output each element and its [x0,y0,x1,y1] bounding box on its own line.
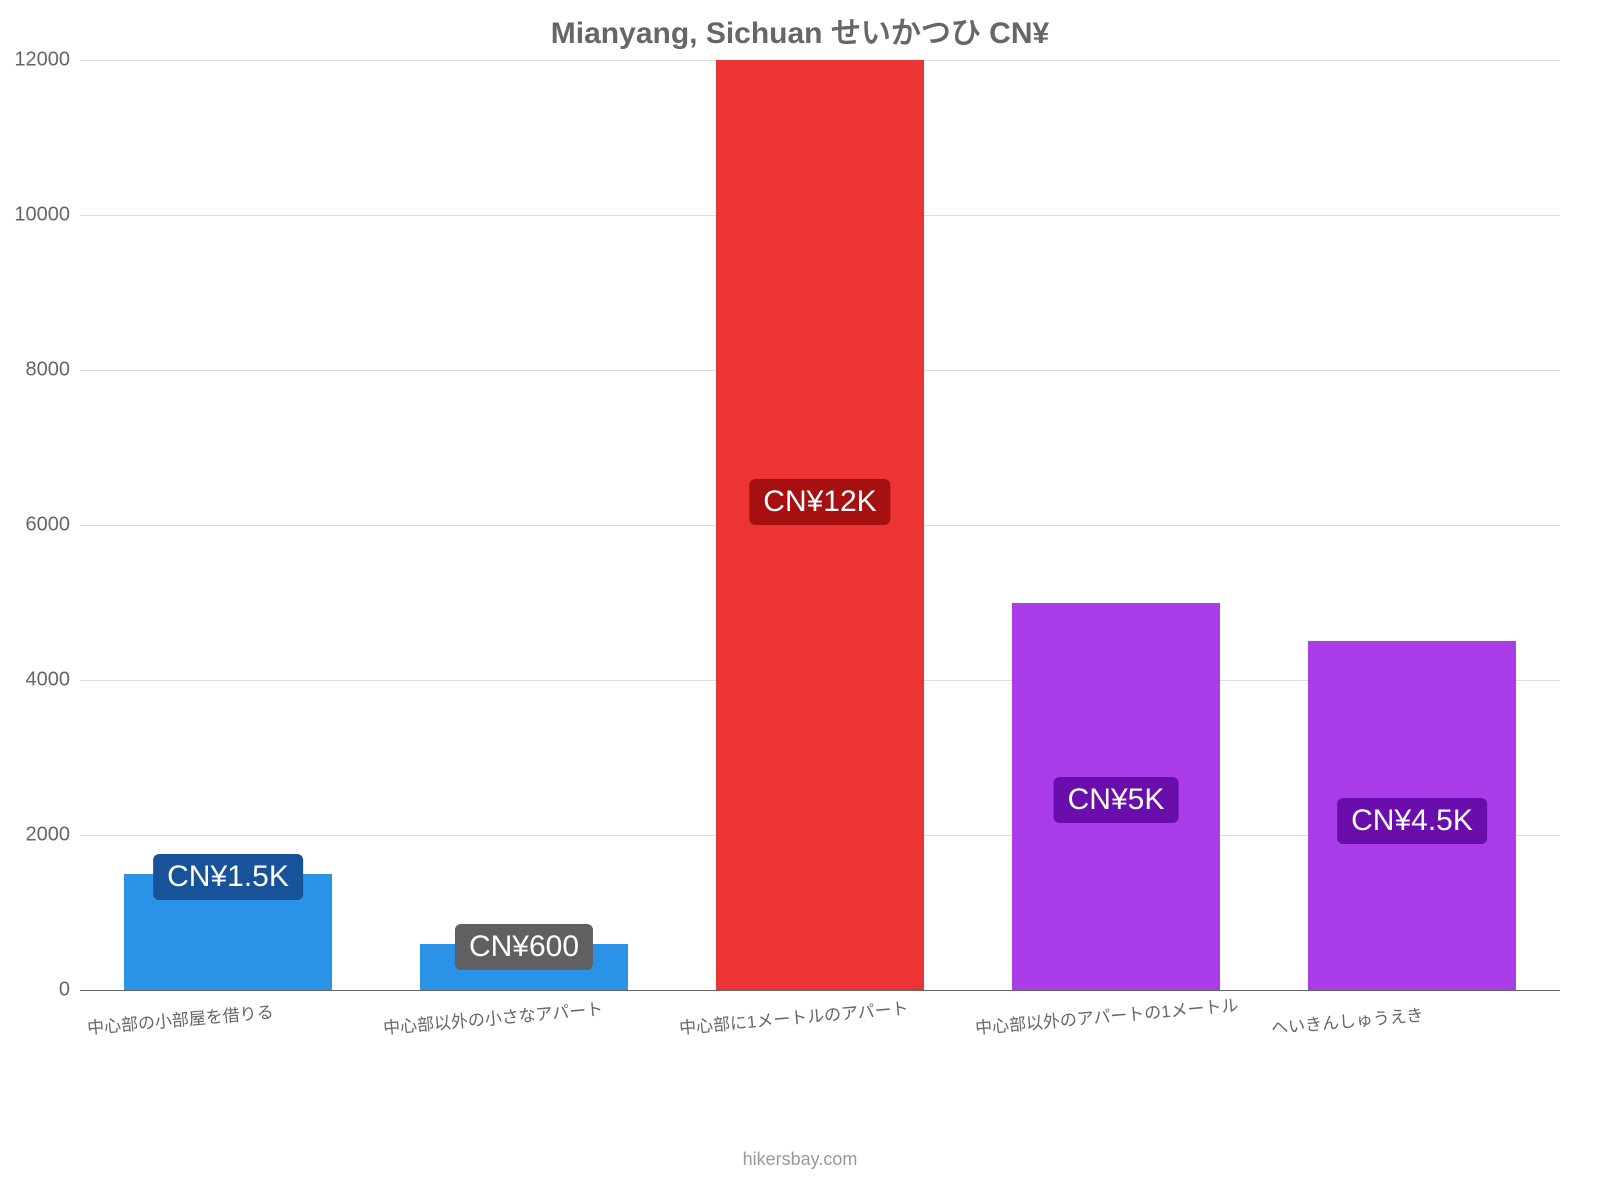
x-axis-baseline [80,990,1560,991]
bar-slot: CN¥5K [968,60,1264,990]
bar-slot: CN¥1.5K [80,60,376,990]
y-tick-label: 4000 [26,669,71,692]
attribution-text: hikersbay.com [0,1149,1600,1170]
x-category-label: 中心部以外のアパートの1メートル [974,991,1239,1039]
bar-slot: CN¥12K [672,60,968,990]
y-tick-label: 6000 [26,514,71,537]
bar-value-label: CN¥4.5K [1337,798,1487,844]
x-category-label: 中心部の小部屋を借りる [86,998,274,1039]
chart-container: Mianyang, Sichuan せいかつひ CN¥ 020004000600… [0,0,1600,1200]
bar-value-label: CN¥12K [749,479,890,525]
bar-slot: CN¥4.5K [1264,60,1560,990]
bar-value-label: CN¥1.5K [153,854,303,900]
bar-slot: CN¥600 [376,60,672,990]
y-tick-label: 12000 [14,49,70,72]
bar-value-label: CN¥600 [455,924,593,970]
x-category-label: 中心部に1メートルのアパート [678,994,909,1039]
plot-area: 020004000600080001000012000CN¥1.5K中心部の小部… [80,60,1560,990]
y-tick-label: 2000 [26,824,71,847]
bar [716,60,923,990]
y-tick-label: 0 [59,979,70,1002]
y-tick-label: 8000 [26,359,71,382]
bar-value-label: CN¥5K [1054,777,1179,823]
chart-title: Mianyang, Sichuan せいかつひ CN¥ [0,8,1600,52]
y-tick-label: 10000 [14,204,70,227]
x-category-label: 中心部以外の小さなアパート [382,995,604,1039]
x-category-label: へいきんしゅうえき [1270,1001,1424,1039]
